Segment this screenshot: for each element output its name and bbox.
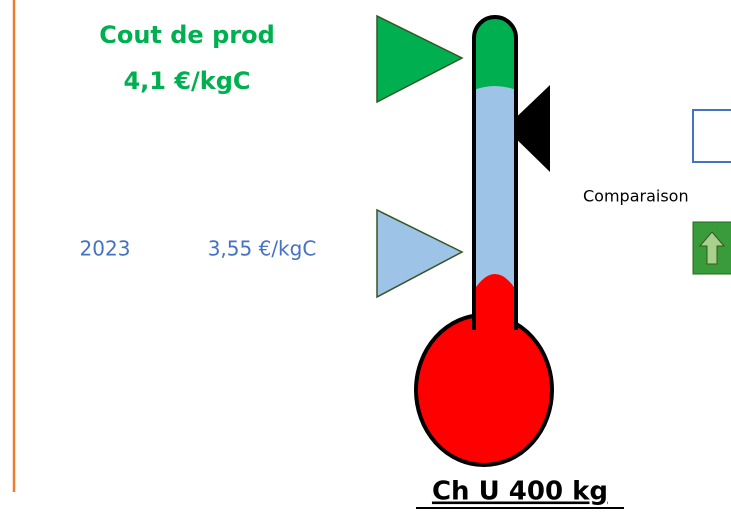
tube-top xyxy=(474,17,516,90)
cost-pointer xyxy=(377,16,462,102)
bulb-neck xyxy=(476,300,514,330)
comparison-label: Comparaison xyxy=(583,187,689,206)
comparison-box xyxy=(693,110,731,162)
cost-title: Cout de prod xyxy=(99,21,275,49)
bulb xyxy=(416,315,552,465)
cost-value: 4,1 €/kgC xyxy=(123,67,250,95)
reference-year: 2023 xyxy=(80,237,131,261)
trend-icon xyxy=(693,222,731,274)
thermometer-panel: Cout de prod 4,1 €/kgC 2023 3,55 €/kgC C… xyxy=(0,0,731,517)
reference-pointer xyxy=(377,210,462,297)
page: Cout de prod 4,1 €/kgC 2023 3,55 €/kgC C… xyxy=(0,0,731,517)
footer-label: Ch U 400 kg xyxy=(432,477,608,507)
reference-value: 3,55 €/kgC xyxy=(208,237,317,261)
